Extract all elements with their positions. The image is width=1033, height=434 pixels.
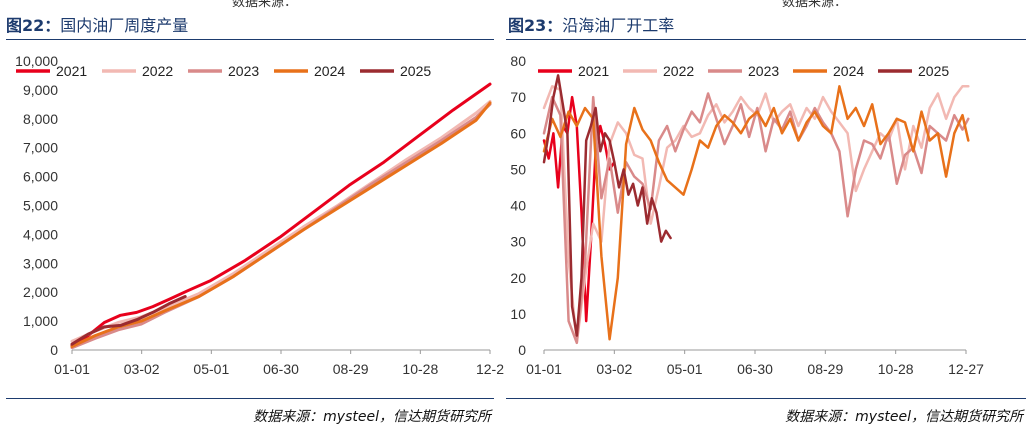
legend-label-2024: 2024 — [314, 63, 345, 79]
y-tick-label: 4,000 — [23, 226, 58, 242]
title-rule — [506, 39, 1026, 40]
chart-title: 图23：沿海油厂开工率 — [508, 12, 674, 36]
legend-label-2022: 2022 — [142, 63, 173, 79]
header-fragment: 数据来源： — [232, 0, 298, 10]
source-note: 数据来源：mysteel，信达期货研究所 — [785, 409, 1023, 425]
y-tick-label: 6,000 — [23, 169, 58, 185]
header-fragment: 数据来源： — [782, 0, 848, 10]
figure-number: 图22： — [6, 16, 61, 35]
y-tick-label: 70 — [510, 89, 526, 105]
x-tick-label: 03-02 — [596, 361, 632, 377]
source-note: 数据来源：mysteel，信达期货研究所 — [253, 409, 491, 425]
legend-label-2025: 2025 — [918, 63, 949, 79]
y-tick-label: 3,000 — [23, 255, 58, 271]
x-tick-label: 10-28 — [878, 361, 914, 377]
legend-label-2025: 2025 — [400, 63, 431, 79]
title-rule — [6, 39, 494, 40]
chart-title-text: 国内油厂周度产量 — [60, 16, 189, 35]
y-tick-label: 1,000 — [23, 313, 58, 329]
chart-panel-left: 数据来源： 图22：国内油厂周度产量 0 1,000 2,000 3,000 4,000… — [6, 0, 504, 425]
legend-label-2022: 2022 — [663, 63, 694, 79]
series-line-2025 — [70, 295, 187, 346]
source-rule — [6, 398, 494, 399]
x-tick-label: 01-01 — [54, 361, 90, 377]
series-line-2021 — [70, 82, 492, 348]
production-line-chart: 0 1,000 2,000 3,000 4,000 5,000 6,000 7,000 8,00… — [15, 53, 504, 377]
x-tick-label: 06-30 — [263, 361, 299, 377]
series-line-2023 — [70, 102, 492, 350]
series-line-2022 — [70, 100, 492, 343]
x-tick-label: 03-02 — [124, 361, 160, 377]
x-tick-label: 08-29 — [807, 361, 843, 377]
x-tick-label: 12-2 — [476, 361, 504, 377]
legend-label-2023: 2023 — [228, 63, 259, 79]
utilization-line-chart: 0 10 20 30 40 50 60 70 80 01-01 03-02 05-01 06-30 08-… — [510, 53, 984, 377]
x-tick-label: 05-01 — [193, 361, 229, 377]
y-tick-label: 5,000 — [23, 198, 58, 214]
x-tick-label: 05-01 — [667, 361, 703, 377]
series-line-2023 — [542, 92, 970, 345]
series-line-2021 — [542, 95, 616, 323]
chart-title-text: 沿海油厂开工率 — [562, 16, 675, 35]
x-tick-label: 08-29 — [333, 361, 369, 377]
figure-number: 图23： — [508, 16, 563, 35]
x-tick-label: 06-30 — [737, 361, 773, 377]
legend-label-2024: 2024 — [833, 63, 864, 79]
y-tick-label: 40 — [510, 198, 526, 214]
y-tick-label: 20 — [510, 270, 526, 286]
y-tick-label: 0 — [50, 342, 58, 358]
y-tick-label: 10 — [510, 306, 526, 322]
x-tick-label: 10-28 — [402, 361, 438, 377]
y-tick-label: 10,000 — [15, 53, 58, 69]
chart-panel-right: 数据来源： 图23：沿海油厂开工率 0 10 20 30 40 50 60 70 80 01-01… — [506, 0, 1033, 434]
legend-label-2021: 2021 — [56, 63, 87, 79]
y-tick-label: 8,000 — [23, 111, 58, 127]
chart-title: 图22：国内油厂周度产量 — [6, 12, 188, 36]
y-tick-label: 2,000 — [23, 284, 58, 300]
y-tick-label: 60 — [510, 125, 526, 141]
source-rule — [506, 398, 1026, 399]
y-tick-label: 9,000 — [23, 82, 58, 98]
y-tick-label: 7,000 — [23, 140, 58, 156]
series-line-2022 — [542, 85, 970, 345]
y-tick-label: 50 — [510, 161, 526, 177]
series-line-2024 — [542, 85, 970, 341]
legend-label-2021: 2021 — [578, 63, 609, 79]
x-tick-label: 12-27 — [948, 361, 984, 377]
y-tick-label: 80 — [510, 53, 526, 69]
legend-label-2023: 2023 — [748, 63, 779, 79]
y-tick-label: 30 — [510, 234, 526, 250]
x-tick-label: 01-01 — [526, 361, 562, 377]
y-tick-label: 0 — [518, 342, 526, 358]
series-line-2025 — [542, 74, 672, 337]
series-line-2024 — [70, 101, 492, 348]
